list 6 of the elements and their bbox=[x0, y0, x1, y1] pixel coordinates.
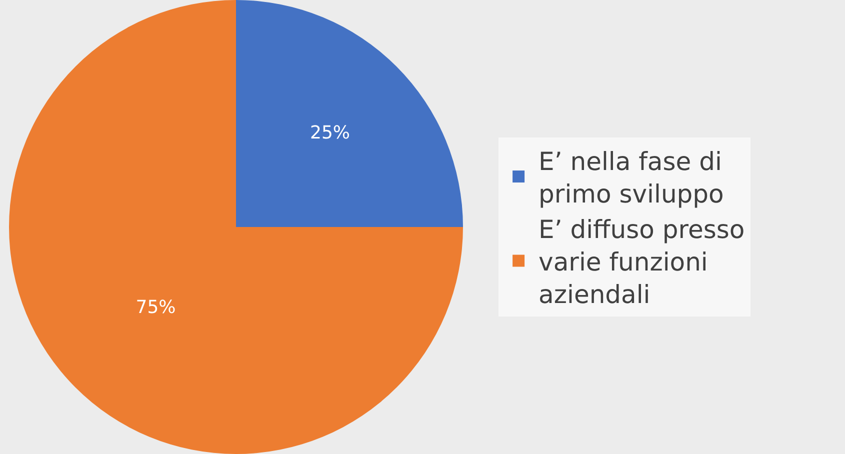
data-label: 25% bbox=[310, 122, 350, 144]
pie-slice bbox=[236, 0, 463, 227]
legend-label: E’ diffuso presso varie funzioni aziendali bbox=[538, 215, 745, 309]
legend-label: E’ nella fase di primo sviluppo bbox=[538, 147, 724, 208]
pie-slice bbox=[9, 0, 463, 454]
data-label: 75% bbox=[136, 296, 176, 318]
